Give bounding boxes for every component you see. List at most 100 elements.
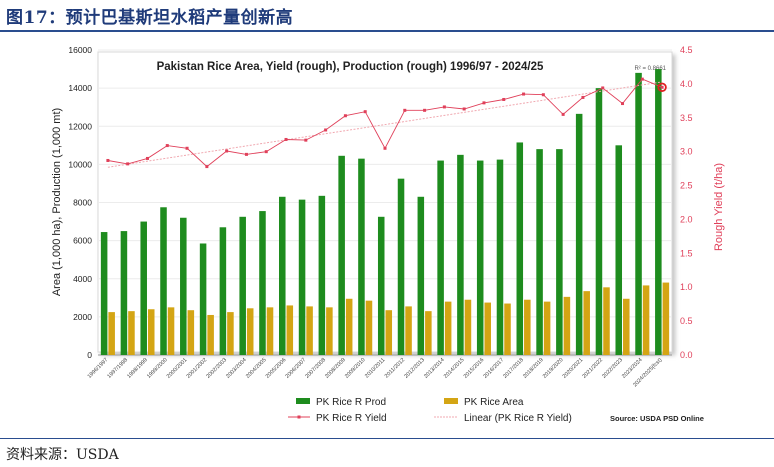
bar-area [108,312,115,355]
point-yield [264,150,268,154]
point-yield [462,107,466,111]
bar-prod [397,178,405,355]
x-tick-label: 2017/2018 [502,357,525,380]
y-tick-label: 12000 [68,121,92,131]
point-yield [205,165,209,169]
point-yield [145,156,149,160]
bar-area [642,285,650,355]
bar-prod [655,69,662,355]
y-tick-label: 8000 [73,198,92,208]
point-yield [561,112,565,116]
bar-area [385,310,393,355]
x-tick-label: 2020/2021 [562,357,585,380]
y-tick-label: 14000 [68,83,92,93]
bar-area [167,307,175,355]
x-tick-label: 2012/2013 [403,357,426,380]
bar-area [583,291,590,355]
y2-tick-label: 0.5 [680,316,693,326]
source-note: 资料来源：USDA [6,447,119,463]
y2-tick-label: 4.0 [680,79,693,89]
legend-label-linear: Linear (PK Rice R Yield) [464,413,572,424]
bar-area [227,312,234,355]
source-rule [0,438,774,439]
x-tick-label: 1999/2000 [146,357,169,380]
y-axis-label: Area (1,000 ha), Production (1,000 mt) [51,108,63,296]
y-tick-label: 2000 [73,312,92,322]
bar-prod [219,227,227,355]
x-tick-label: 2019/2020 [542,357,565,380]
bar-area [147,309,155,355]
bar-area [543,301,551,355]
point-yield [126,162,130,166]
bar-prod [318,195,326,355]
point-yield [601,86,605,90]
x-tick-label: 2006/2007 [285,357,308,380]
bar-area [128,311,135,355]
bar-prod [516,142,524,355]
bar-area [405,306,412,355]
latest-yield-highlight [657,82,667,92]
bar-prod [100,232,108,355]
bar-area [662,282,670,355]
y2-axis-label: Rough Yield (t/ha) [713,163,725,251]
bar-prod [635,72,642,355]
y-tick-label: 16000 [68,45,92,55]
y-tick-label: 10000 [68,159,92,169]
bar-prod [496,159,504,355]
bar-area [603,287,610,355]
x-tick-label: 2007/2008 [304,357,327,380]
bar-prod [595,88,603,355]
x-tick-label: 2002/2003 [205,357,228,380]
x-tick-label: 2015/2016 [463,357,486,380]
point-yield [165,144,169,148]
x-tick-label: 2010/2011 [364,357,386,379]
y-tick-label: 6000 [73,236,92,246]
chart: Pakistan Rice Area, Yield (rough), Produ… [51,45,725,424]
y2-tick-label: 1.0 [680,282,693,292]
point-yield [541,93,545,97]
bar-prod [457,154,464,355]
bar-area [345,298,353,355]
legend-label-yield: PK Rice R Yield [316,413,387,424]
y2-tick-label: 0.0 [680,350,693,360]
figure-title: 图17：预计巴基斯坦水稻产量创新高 [6,8,294,28]
point-yield [482,101,486,105]
x-tick-label: 2000/2001 [166,357,189,380]
point-yield [403,108,407,112]
bar-area [484,302,491,355]
bar-area [623,298,630,355]
bar-prod [615,145,623,355]
bar-area [306,306,313,355]
bar-prod [160,207,167,355]
x-tick-label: 2013/2014 [423,357,446,380]
bar-area [524,299,531,355]
bar-prod [556,149,563,355]
y2-tick-label: 2.5 [680,181,693,191]
bar-area [207,314,214,355]
y-tick-label: 0 [87,350,92,360]
bar-area [246,308,254,355]
x-tick-label: 1996/1997 [87,357,110,380]
chart-source-label: Source: USDA PSD Online [610,414,704,423]
y-tick-label: 4000 [73,274,92,284]
bar-prod [239,216,246,355]
legend-swatch-yield-marker [297,415,301,419]
legend-swatch-area [444,398,458,404]
x-tick-label: 2009/2010 [344,357,367,380]
point-yield [660,85,664,89]
bar-prod [536,149,543,355]
legend-label-area: PK Rice Area [464,397,524,408]
bar-area [365,300,373,355]
point-yield [106,158,110,162]
bar-prod [377,216,385,355]
bar-prod [140,221,147,355]
trendline-yield [107,81,663,168]
y2-tick-label: 3.5 [680,113,693,123]
point-yield [185,146,189,150]
y2-tick-label: 4.5 [680,45,693,55]
point-yield [225,149,229,153]
bar-prod [437,160,444,355]
point-yield [502,97,506,101]
bar-prod [279,196,286,355]
point-yield [383,146,387,150]
